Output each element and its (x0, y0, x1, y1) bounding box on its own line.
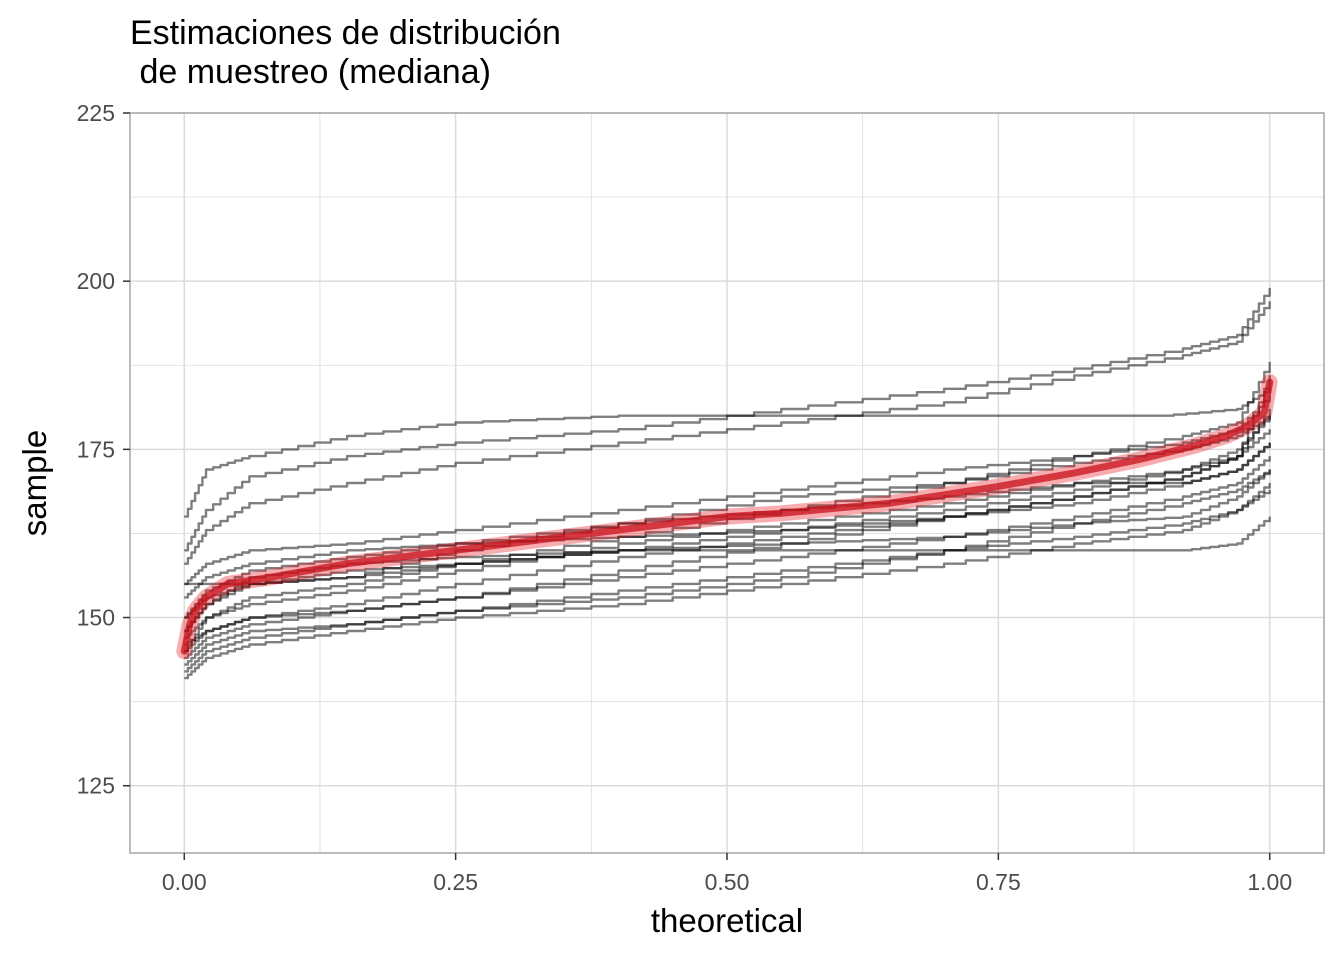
y-tick-label: 200 (77, 268, 115, 294)
sample-line-9 (184, 429, 1271, 639)
sample-line-12 (184, 456, 1271, 660)
median-highlight (176, 374, 1278, 660)
sample-lines (184, 287, 1271, 680)
sample-line-1 (184, 388, 1271, 518)
x-tick-label: 0.25 (433, 869, 478, 895)
chart-title: Estimaciones de distribución de muestreo… (130, 14, 561, 91)
x-tick-label: 1.00 (1247, 869, 1292, 895)
sample-line-13 (184, 469, 1271, 666)
sample-line-18 (184, 469, 1271, 653)
x-axis-title: theoretical (651, 902, 803, 939)
y-tick-label: 225 (77, 100, 115, 126)
sample-line-16 (184, 516, 1271, 633)
sample-line-2 (184, 287, 1271, 552)
y-tick-label: 150 (77, 605, 115, 631)
y-axis-title: sample (16, 430, 53, 536)
y-tick-label: 125 (77, 773, 115, 799)
x-tick-label: 0.50 (705, 869, 750, 895)
sample-line-3 (184, 301, 1271, 565)
sample-line-15 (184, 489, 1271, 680)
sample-line-4 (184, 361, 1271, 586)
sample-line-14 (184, 483, 1271, 673)
x-tick-label: 0.00 (162, 869, 207, 895)
x-tick-label: 0.75 (976, 869, 1021, 895)
y-tick-label: 175 (77, 436, 115, 462)
median-line (180, 378, 1274, 655)
axes: 0.00 0.25 0.50 0.75 1.00 125 150 175 200 225 (77, 100, 1292, 895)
